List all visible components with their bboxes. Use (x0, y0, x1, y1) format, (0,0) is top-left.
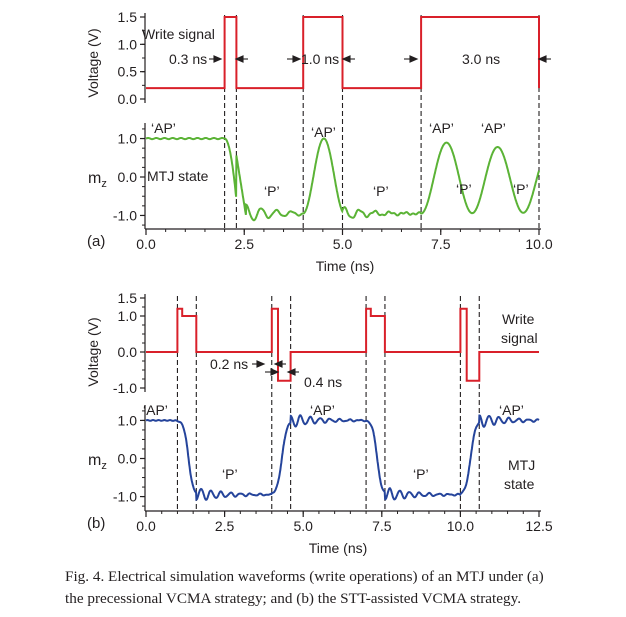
panel-a: 0.0 0.5 1.0 1.5 -1.0 0.0 1.0 0.0 2.5 5.0 7.5 10.0… (85, 9, 553, 274)
panel-b-label: (b) (87, 515, 105, 532)
panel-b-voltage-axis: -1.0 0.0 1.0 1.5 (113, 290, 146, 396)
panel-a-write-signal-label: Write signal (142, 26, 215, 42)
b-mz-tick-label-2: 1.0 (118, 412, 138, 428)
panel-b-mz-axis: -1.0 0.0 1.0 (113, 405, 146, 511)
panel-b-time-axis: 0.0 2.5 5.0 7.5 10.0 12.5 (136, 510, 553, 534)
b-voltage-tick-label-3: 1.5 (118, 290, 138, 306)
a-mz-tick-label-0: -1.0 (113, 207, 137, 223)
panel-b-mtj-label-line2: state (504, 476, 535, 492)
panel-b-state-label-2: ‘AP’ (310, 402, 335, 418)
panel-a-state-label-7: ‘P’ (513, 181, 529, 197)
panel-a-state-label-4: ‘AP’ (429, 120, 454, 136)
b-time-tick-label-1: 2.5 (215, 518, 235, 534)
a-mz-tick-label-2: 1.0 (118, 131, 138, 147)
a-voltage-tick-label-2: 1.0 (118, 36, 138, 52)
panel-b-width-arrows (252, 360, 299, 376)
b-time-tick-label-2: 5.0 (293, 518, 313, 534)
panel-a-pulse-width-1: 1.0 ns (301, 51, 339, 67)
panel-a-xlabel: Time (ns) (316, 258, 375, 274)
b-mz-tick-label-0: -1.0 (113, 489, 137, 505)
panel-a-width-arrows (209, 55, 551, 63)
panel-b-mtj-state-line (145, 414, 540, 502)
a-voltage-tick-label-1: 0.5 (118, 64, 138, 80)
panel-b-state-label-3: ‘P’ (413, 466, 429, 482)
a-time-tick-label-3: 7.5 (431, 236, 451, 252)
b-time-tick-label-3: 7.5 (372, 518, 392, 534)
a-time-tick-label-4: 10.0 (525, 236, 552, 252)
figure-caption: Fig. 4. Electrical simulation waveforms … (65, 566, 605, 610)
b-voltage-tick-label-0: -1.0 (113, 380, 137, 396)
panel-a-mtj-state-line (145, 137, 540, 222)
panel-a-state-label-1: ‘P’ (264, 183, 280, 199)
panel-b-state-label-1: ‘P’ (222, 466, 238, 482)
b-time-tick-label-5: 12.5 (525, 518, 552, 534)
panel-a-pulse-width-2: 3.0 ns (462, 51, 500, 67)
panel-b-xlabel: Time (ns) (309, 540, 368, 556)
panel-a-mtj-state-label: MTJ state (147, 168, 209, 184)
panel-a-mz-axis-label: mz (88, 170, 107, 190)
panel-a-state-label-3: ‘P’ (373, 183, 389, 199)
a-voltage-tick-label-3: 1.5 (118, 9, 138, 25)
b-voltage-tick-label-1: 0.0 (118, 344, 138, 360)
a-time-tick-label-2: 5.0 (333, 236, 353, 252)
panel-b-voltage-axis-label: Voltage (V) (85, 317, 101, 386)
a-voltage-tick-label-0: 0.0 (118, 91, 138, 107)
panel-a-write-signal-line (146, 16, 540, 90)
b-time-tick-label-4: 10.0 (447, 518, 474, 534)
panel-a-label: (a) (87, 233, 105, 250)
caption-line-2: the precessional VCMA strategy; and (b) … (65, 590, 521, 607)
panel-b-write-signal-line (146, 307, 539, 382)
panel-a-state-label-2: ‘AP’ (311, 124, 336, 140)
panel-b: -1.0 0.0 1.0 1.5 -1.0 0.0 1.0 0.0 2.5 5.0 7.5 10.… (85, 290, 553, 556)
panel-b-state-label-4: ‘AP’ (499, 402, 524, 418)
panel-b-state-label-0: ‘AP’ (143, 402, 168, 418)
panel-a-state-label-6: ‘AP’ (481, 120, 506, 136)
panel-b-write-label-line2: signal (501, 330, 538, 346)
panel-a-time-axis: 0.0 2.5 5.0 7.5 10.0 (136, 228, 553, 252)
panel-b-pulse-width-1: 0.4 ns (304, 374, 342, 390)
panel-a-voltage-axis: 0.0 0.5 1.0 1.5 (118, 9, 146, 107)
panel-b-mz-axis-label: mz (88, 452, 107, 472)
panel-a-pulse-width-0: 0.3 ns (169, 51, 207, 67)
panel-a-voltage-axis-label: Voltage (V) (85, 28, 101, 97)
panel-a-state-label-0: ‘AP’ (151, 120, 176, 136)
b-mz-tick-label-1: 0.0 (118, 451, 138, 467)
b-voltage-tick-label-2: 1.0 (118, 308, 138, 324)
a-time-tick-label-1: 2.5 (235, 236, 255, 252)
caption-line-1: Fig. 4. Electrical simulation waveforms … (65, 568, 544, 585)
a-time-tick-label-0: 0.0 (136, 236, 156, 252)
b-time-tick-label-0: 0.0 (136, 518, 156, 534)
panel-b-pulse-width-0: 0.2 ns (210, 356, 248, 372)
panel-b-mtj-label-line1: MTJ (508, 457, 535, 473)
panel-a-state-label-5: ‘P’ (456, 181, 472, 197)
a-mz-tick-label-1: 0.0 (118, 169, 138, 185)
panel-a-mz-axis: -1.0 0.0 1.0 (113, 123, 146, 229)
panel-b-write-label-line1: Write (502, 311, 535, 327)
